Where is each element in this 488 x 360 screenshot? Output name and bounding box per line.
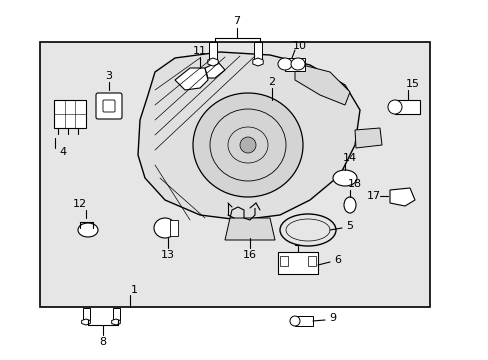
Text: 6: 6 bbox=[334, 255, 341, 265]
Bar bbox=[307, 256, 315, 266]
Text: 17: 17 bbox=[366, 191, 380, 201]
Polygon shape bbox=[354, 128, 381, 148]
Ellipse shape bbox=[289, 316, 299, 326]
Ellipse shape bbox=[78, 223, 98, 237]
Bar bbox=[54, 100, 86, 128]
Text: 16: 16 bbox=[243, 250, 257, 260]
Text: 15: 15 bbox=[405, 79, 419, 89]
Polygon shape bbox=[175, 68, 207, 90]
Ellipse shape bbox=[387, 100, 401, 114]
Ellipse shape bbox=[240, 137, 256, 153]
Bar bbox=[278, 252, 317, 274]
Ellipse shape bbox=[278, 58, 291, 70]
Text: 11: 11 bbox=[193, 46, 206, 56]
Polygon shape bbox=[224, 218, 274, 240]
Bar bbox=[40, 42, 429, 307]
Text: 1: 1 bbox=[130, 285, 137, 295]
Polygon shape bbox=[204, 62, 224, 78]
Bar bbox=[280, 256, 287, 266]
Polygon shape bbox=[81, 319, 90, 325]
Text: 18: 18 bbox=[347, 179, 361, 189]
Ellipse shape bbox=[193, 93, 303, 197]
Bar bbox=[285, 58, 305, 71]
Text: 4: 4 bbox=[60, 147, 66, 157]
Bar bbox=[113, 308, 120, 320]
Text: 10: 10 bbox=[292, 41, 306, 51]
Bar bbox=[83, 308, 90, 320]
Ellipse shape bbox=[343, 197, 355, 213]
Polygon shape bbox=[252, 58, 263, 66]
Bar bbox=[253, 42, 262, 60]
Polygon shape bbox=[389, 188, 414, 206]
Text: 5: 5 bbox=[346, 221, 353, 231]
Bar bbox=[170, 220, 178, 236]
Text: 13: 13 bbox=[161, 250, 175, 260]
Ellipse shape bbox=[154, 218, 176, 238]
Bar bbox=[208, 42, 217, 60]
FancyBboxPatch shape bbox=[96, 93, 122, 119]
Bar bbox=[394, 100, 419, 114]
Polygon shape bbox=[138, 52, 359, 220]
Ellipse shape bbox=[290, 58, 305, 70]
Polygon shape bbox=[111, 319, 120, 325]
Text: 2: 2 bbox=[268, 77, 275, 87]
Polygon shape bbox=[207, 58, 218, 66]
Polygon shape bbox=[294, 63, 349, 105]
Ellipse shape bbox=[332, 170, 356, 186]
Text: 8: 8 bbox=[99, 337, 106, 347]
Text: 7: 7 bbox=[233, 16, 240, 26]
Text: 3: 3 bbox=[105, 71, 112, 81]
Text: 12: 12 bbox=[73, 199, 87, 209]
Bar bbox=[294, 316, 312, 326]
Text: 9: 9 bbox=[329, 313, 336, 323]
Text: 14: 14 bbox=[342, 153, 356, 163]
